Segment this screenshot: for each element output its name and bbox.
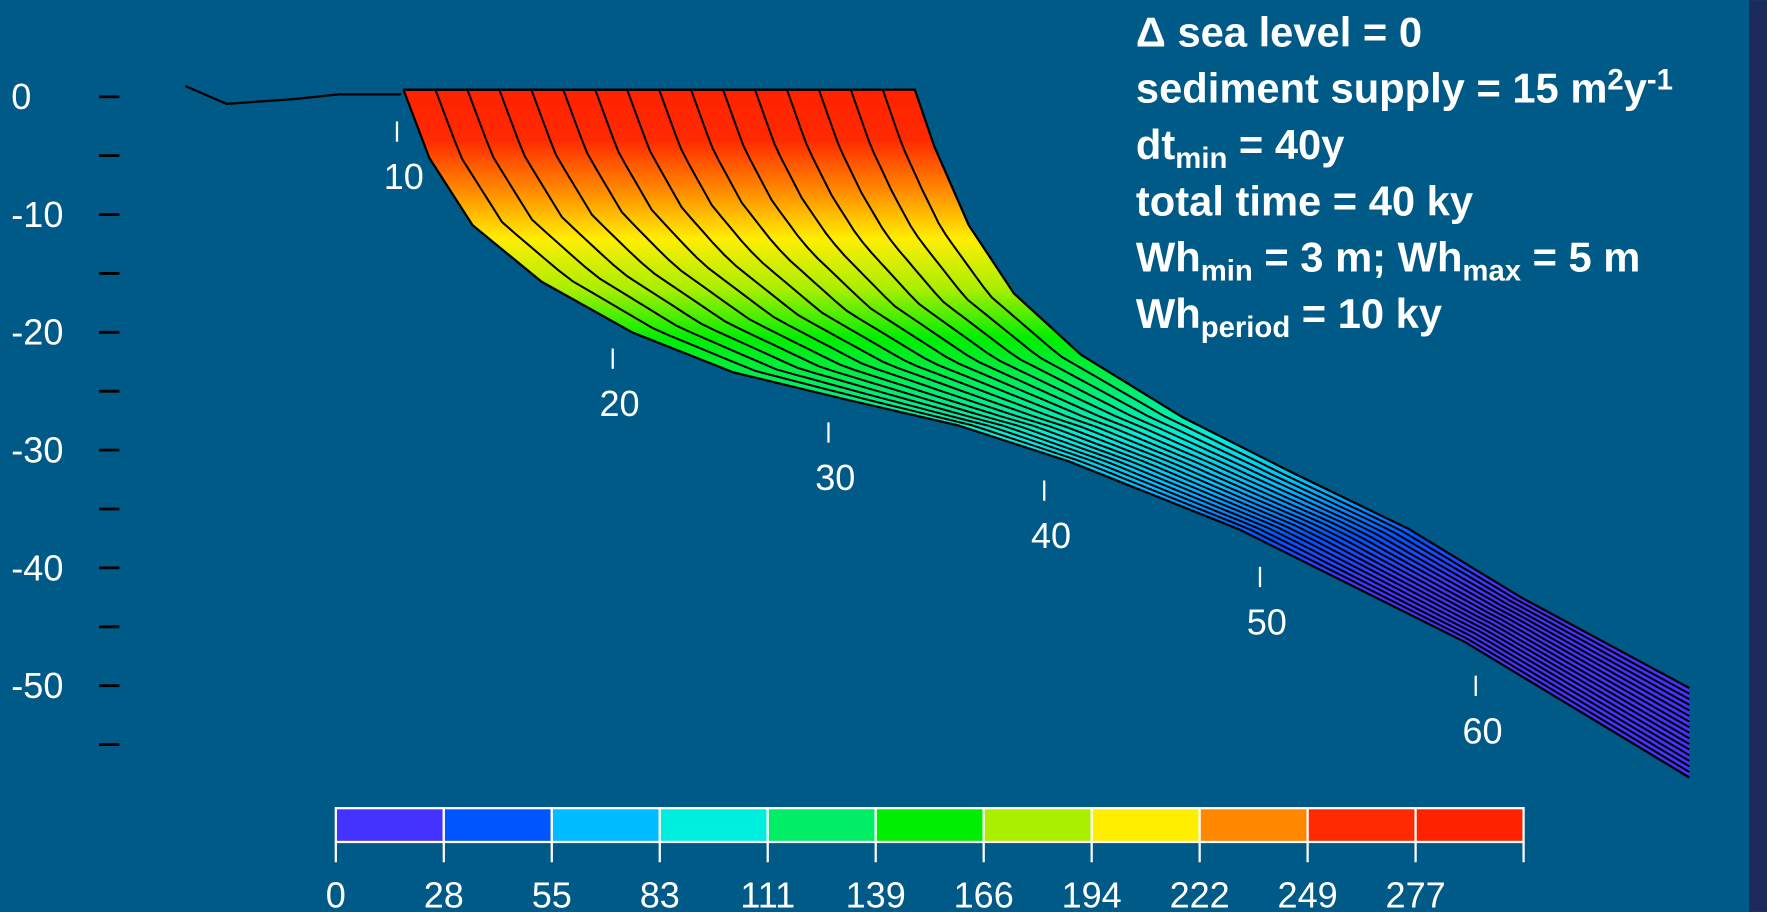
- clinoform-line: [403, 88, 1690, 695]
- colorbar-tick-label: 55: [532, 874, 572, 912]
- colorbar-swatch: [874, 807, 985, 844]
- colorbar-swatch: [334, 807, 445, 844]
- colorbar-tick-label: 194: [1062, 874, 1122, 912]
- x-tick-label: 30: [815, 457, 855, 498]
- colorbar-swatch: [550, 807, 661, 844]
- x-tick-label: 10: [384, 156, 424, 197]
- colorbar-swatch: [1306, 807, 1417, 844]
- colorbar-swatch: [766, 807, 877, 844]
- annotation-part: = 10 ky: [1290, 290, 1442, 337]
- clinoform-line: [403, 88, 1690, 712]
- side-strip: [1748, 0, 1767, 912]
- clinoform-line: [403, 88, 1690, 740]
- colorbar-swatch: [658, 807, 769, 844]
- y-tick-label: -50: [11, 665, 63, 706]
- surface-line: [185, 85, 402, 105]
- plot-area: 0 -10 -20 -30 -40 -50 10 20 30 40 50 60 0 28 55 83 111 13…: [11, 76, 1690, 912]
- annotation: sediment supply = 15 m2y-1: [1136, 64, 1673, 112]
- annotation-part: = 3 m; Wh: [1253, 234, 1463, 281]
- clinoform-line: [403, 88, 1690, 762]
- y-tick-label: 0: [11, 76, 31, 117]
- clinoform-line: [403, 88, 1690, 773]
- clinoform-line: [403, 88, 1690, 757]
- annotation-part: 2: [1607, 64, 1623, 97]
- annotation-part: sediment supply = 15 m: [1136, 65, 1607, 112]
- colorbar-tick-label: 166: [954, 874, 1014, 912]
- annotation-part: dt: [1136, 121, 1175, 168]
- x-tick-label: 40: [1031, 515, 1071, 556]
- surface-line: [402, 89, 1690, 779]
- annotation-part: = 40y: [1227, 121, 1344, 168]
- colorbar-tick-label: 277: [1386, 874, 1446, 912]
- clinoform-line: [403, 88, 1690, 751]
- x-tick-label: 50: [1247, 601, 1287, 642]
- sediment-body: [403, 89, 1690, 778]
- colorbar-swatch: [1198, 807, 1309, 844]
- colorbar-tick-label: 139: [846, 874, 906, 912]
- annotation-part: y: [1624, 65, 1647, 112]
- clinoform-line: [403, 88, 1690, 734]
- y-tick-label: -10: [11, 194, 63, 235]
- annotation-part: max: [1462, 254, 1521, 287]
- annotation-part: min: [1175, 142, 1227, 175]
- annotation: Whperiod = 10 ky: [1136, 290, 1442, 344]
- x-tick-label: 60: [1462, 710, 1502, 751]
- colorbar-tick-label: 0: [326, 874, 346, 912]
- clinoform-line: [403, 88, 1690, 768]
- annotation-part: Wh: [1136, 290, 1201, 337]
- y-tick-label: -30: [11, 430, 63, 471]
- colorbar-tick-label: 222: [1170, 874, 1230, 912]
- y-tick-label: -40: [11, 547, 63, 588]
- colorbar-swatch: [442, 807, 553, 844]
- clinoform-line: [403, 88, 1690, 701]
- colorbar-tick-label: 111: [740, 874, 795, 912]
- colorbar-swatch: [1090, 807, 1201, 844]
- clinoform-line: [403, 88, 1690, 729]
- colorbar-swatch: [982, 807, 1093, 844]
- colorbar-tick-label: 28: [424, 874, 464, 912]
- surface-line: [403, 88, 1690, 690]
- annotations: Δ sea level = 0 sediment supply = 15 m2y-…: [1136, 8, 1673, 343]
- clinoform-line: [403, 88, 1690, 706]
- annotation: dtmin = 40y: [1136, 121, 1344, 175]
- clinoform-line: [403, 88, 1690, 717]
- clinoform-line: [403, 88, 1690, 723]
- annotation: total time = 40 ky: [1136, 177, 1473, 224]
- annotation-part: total time = 40 ky: [1136, 177, 1473, 224]
- colorbar-tick-label: 249: [1278, 874, 1338, 912]
- annotation-part: -1: [1647, 64, 1673, 97]
- annotation-part: min: [1201, 254, 1253, 287]
- annotation-part: period: [1201, 311, 1290, 344]
- annotation: Δ sea level = 0: [1136, 8, 1422, 55]
- y-tick-label: -20: [11, 312, 63, 353]
- x-tick-label: 20: [599, 383, 639, 424]
- annotation-part: Wh: [1136, 234, 1201, 281]
- annotation: Whmin = 3 m; Whmax = 5 m: [1136, 234, 1640, 288]
- annotation-part: = 5 m: [1521, 234, 1640, 281]
- clinoform-line: [403, 88, 1690, 745]
- colorbar-swatch: [1414, 807, 1525, 844]
- annotation-part: Δ sea level = 0: [1136, 8, 1422, 55]
- colorbar-tick-label: 83: [640, 874, 680, 912]
